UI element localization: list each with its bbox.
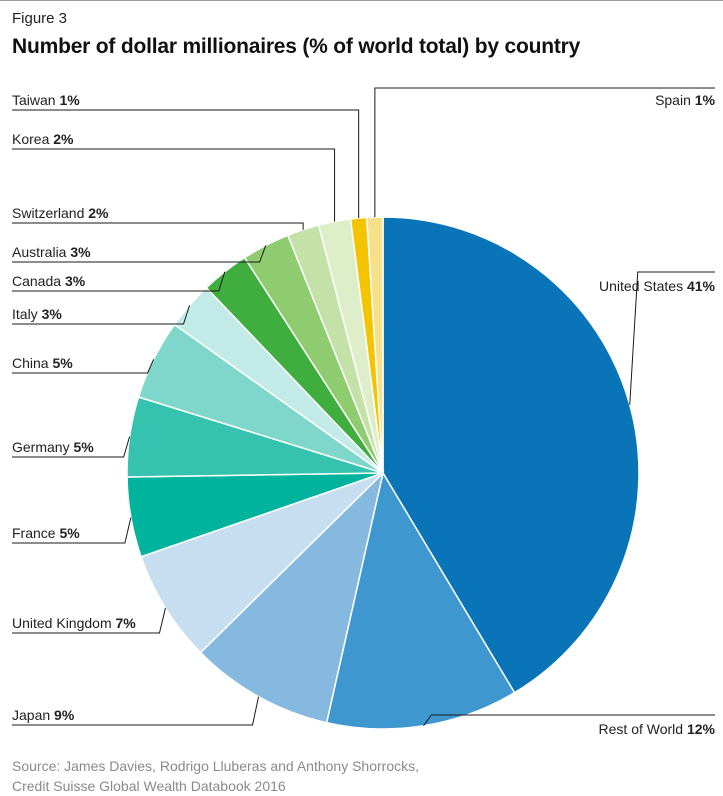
leader-line-spain bbox=[374, 87, 715, 218]
pie-chart: United States 41% Rest of World 12% Japan … bbox=[12, 87, 716, 737]
slice-label-name: Canada bbox=[12, 273, 65, 289]
leader-line-taiwan bbox=[12, 109, 360, 219]
slice-label-name: Spain bbox=[655, 92, 695, 108]
chart-title: Number of dollar millionaires (% of worl… bbox=[12, 35, 581, 58]
leader-line-china bbox=[12, 359, 155, 374]
pie-slices bbox=[126, 216, 640, 730]
leader-lines bbox=[12, 87, 715, 727]
slice-label-united-states: United States 41% bbox=[599, 278, 716, 294]
leader-line-japan bbox=[12, 696, 260, 726]
slice-label-value: 5% bbox=[73, 439, 94, 455]
source-line-1: Source: James Davies, Rodrigo Lluberas a… bbox=[12, 758, 419, 774]
figure-label: Figure 3 bbox=[12, 10, 68, 27]
leader-line-canada bbox=[12, 271, 226, 292]
slice-label-taiwan: Taiwan 1% bbox=[12, 92, 80, 108]
slice-label-name: Switzerland bbox=[12, 205, 88, 221]
slice-label-name: Australia bbox=[12, 244, 70, 260]
slice-label-value: 1% bbox=[695, 92, 716, 108]
slice-labels: United States 41% Rest of World 12% Japan … bbox=[12, 92, 716, 737]
leader-line-germany bbox=[12, 436, 131, 458]
slice-label-value: 12% bbox=[687, 721, 716, 737]
slice-label-rest-of-world: Rest of World 12% bbox=[599, 721, 716, 737]
slice-label-name: France bbox=[12, 525, 59, 541]
slice-label-value: 7% bbox=[116, 615, 137, 631]
slice-label-value: 9% bbox=[54, 707, 75, 723]
slice-label-value: 41% bbox=[687, 278, 716, 294]
slice-label-name: China bbox=[12, 355, 52, 371]
slice-label-italy: Italy 3% bbox=[12, 306, 62, 322]
slice-label-value: 3% bbox=[70, 244, 91, 260]
pie-slice-japan bbox=[199, 470, 385, 724]
slice-label-value: 2% bbox=[88, 205, 109, 221]
top-rule bbox=[0, 0, 723, 1]
leader-line-italy bbox=[12, 305, 191, 325]
slice-label-value: 3% bbox=[42, 306, 63, 322]
leader-line-united-states bbox=[629, 271, 715, 405]
slice-label-name: United States bbox=[599, 278, 687, 294]
slice-label-germany: Germany 5% bbox=[12, 439, 94, 455]
slice-label-value: 5% bbox=[52, 355, 73, 371]
slice-label-name: Italy bbox=[12, 306, 42, 322]
leader-line-korea bbox=[12, 148, 336, 222]
slice-label-switzerland: Switzerland 2% bbox=[12, 205, 109, 221]
slice-label-value: 5% bbox=[59, 525, 80, 541]
source-line-2: Credit Suisse Global Wealth Databook 201… bbox=[12, 778, 286, 794]
slice-label-australia: Australia 3% bbox=[12, 244, 91, 260]
slice-label-name: Japan bbox=[12, 707, 54, 723]
slice-label-canada: Canada 3% bbox=[12, 273, 86, 289]
slice-label-name: Rest of World bbox=[599, 721, 687, 737]
leader-line-united-kingdom bbox=[12, 607, 166, 634]
slice-label-value: 2% bbox=[53, 131, 74, 147]
slice-label-name: Taiwan bbox=[12, 92, 59, 108]
pie-slice-united-kingdom bbox=[140, 472, 384, 654]
source-note: Source: James Davies, Rodrigo Lluberas a… bbox=[12, 756, 419, 796]
slice-label-value: 1% bbox=[59, 92, 80, 108]
leader-line-switzerland bbox=[12, 222, 304, 230]
slice-label-spain: Spain 1% bbox=[655, 92, 715, 108]
slice-label-value: 3% bbox=[65, 273, 86, 289]
pie-slice-united-states bbox=[382, 216, 640, 694]
slice-label-name: United Kingdom bbox=[12, 615, 116, 631]
leader-line-rest-of-world bbox=[423, 714, 715, 727]
leader-line-australia bbox=[12, 245, 267, 263]
slice-label-korea: Korea 2% bbox=[12, 131, 74, 147]
slice-label-china: China 5% bbox=[12, 355, 73, 371]
slice-label-name: Germany bbox=[12, 439, 73, 455]
leader-line-france bbox=[12, 517, 132, 544]
slice-label-united-kingdom: United Kingdom 7% bbox=[12, 615, 136, 631]
slice-label-france: France 5% bbox=[12, 525, 80, 541]
slice-label-japan: Japan 9% bbox=[12, 707, 75, 723]
slice-label-name: Korea bbox=[12, 131, 53, 147]
